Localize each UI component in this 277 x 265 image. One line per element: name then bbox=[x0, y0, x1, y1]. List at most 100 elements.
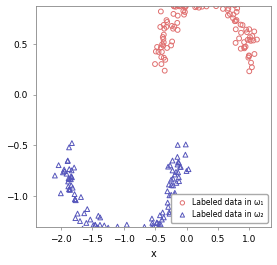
Labeled data in ω₂ bbox=[125, 223, 129, 227]
Labeled data in ω₂ bbox=[73, 197, 77, 202]
Labeled data in ω₂ bbox=[177, 179, 181, 183]
Labeled data in ω₂ bbox=[160, 218, 164, 222]
Labeled data in ω₂ bbox=[169, 193, 173, 197]
Labeled data in ω₁ bbox=[153, 62, 157, 66]
Labeled data in ω₂ bbox=[172, 193, 177, 197]
Labeled data in ω₂ bbox=[143, 243, 147, 247]
Labeled data in ω₂ bbox=[62, 169, 66, 173]
Labeled data in ω₂ bbox=[88, 217, 93, 222]
Labeled data in ω₂ bbox=[142, 225, 147, 229]
Labeled data in ω₁ bbox=[234, 27, 238, 31]
Labeled data in ω₁ bbox=[231, 0, 235, 2]
Labeled data in ω₁ bbox=[243, 45, 248, 49]
Labeled data in ω₁ bbox=[175, 21, 179, 25]
Labeled data in ω₂ bbox=[169, 178, 173, 182]
Labeled data in ω₂ bbox=[91, 248, 95, 252]
Labeled data in ω₁ bbox=[248, 39, 253, 43]
Labeled data in ω₁ bbox=[235, 6, 239, 11]
Labeled data in ω₂ bbox=[129, 244, 133, 248]
Labeled data in ω₁ bbox=[194, 4, 199, 8]
Labeled data in ω₂ bbox=[82, 211, 86, 215]
Labeled data in ω₁ bbox=[191, 0, 195, 2]
Labeled data in ω₁ bbox=[183, 1, 187, 5]
Labeled data in ω₂ bbox=[156, 227, 160, 231]
Labeled data in ω₂ bbox=[119, 248, 124, 252]
Labeled data in ω₂ bbox=[137, 234, 141, 238]
Labeled data in ω₁ bbox=[249, 61, 253, 65]
Labeled data in ω₂ bbox=[66, 179, 70, 184]
Labeled data in ω₂ bbox=[176, 143, 180, 147]
Labeled data in ω₁ bbox=[221, 7, 225, 11]
Labeled data in ω₁ bbox=[176, 3, 180, 8]
Labeled data in ω₁ bbox=[179, 1, 184, 5]
Labeled data in ω₂ bbox=[73, 197, 77, 201]
Labeled data in ω₂ bbox=[132, 235, 136, 239]
Labeled data in ω₂ bbox=[70, 186, 75, 190]
Labeled data in ω₁ bbox=[183, 6, 187, 10]
Labeled data in ω₂ bbox=[165, 189, 170, 193]
X-axis label: x: x bbox=[151, 249, 157, 259]
Labeled data in ω₂ bbox=[150, 217, 154, 221]
Labeled data in ω₂ bbox=[119, 241, 123, 245]
Labeled data in ω₂ bbox=[169, 183, 174, 187]
Labeled data in ω₂ bbox=[67, 187, 72, 191]
Labeled data in ω₂ bbox=[59, 191, 63, 195]
Labeled data in ω₁ bbox=[247, 69, 252, 73]
Labeled data in ω₂ bbox=[94, 229, 98, 234]
Labeled data in ω₁ bbox=[246, 55, 251, 60]
Labeled data in ω₂ bbox=[176, 170, 180, 174]
Labeled data in ω₂ bbox=[94, 236, 99, 240]
Labeled data in ω₁ bbox=[252, 52, 257, 56]
Labeled data in ω₂ bbox=[96, 214, 101, 218]
Labeled data in ω₂ bbox=[147, 228, 151, 232]
Labeled data in ω₁ bbox=[163, 69, 167, 73]
Labeled data in ω₁ bbox=[175, 28, 180, 32]
Labeled data in ω₂ bbox=[167, 182, 171, 187]
Labeled data in ω₁ bbox=[181, 1, 186, 5]
Labeled data in ω₂ bbox=[120, 247, 124, 251]
Labeled data in ω₁ bbox=[233, 3, 237, 7]
Labeled data in ω₁ bbox=[193, 5, 198, 9]
Labeled data in ω₁ bbox=[183, 10, 187, 14]
Labeled data in ω₂ bbox=[69, 168, 74, 173]
Legend: Labeled data in ω₁, Labeled data in ω₂: Labeled data in ω₁, Labeled data in ω₂ bbox=[171, 194, 268, 223]
Labeled data in ω₁ bbox=[161, 23, 166, 27]
Labeled data in ω₂ bbox=[186, 167, 191, 171]
Labeled data in ω₂ bbox=[179, 165, 183, 169]
Labeled data in ω₂ bbox=[112, 249, 117, 253]
Labeled data in ω₂ bbox=[150, 226, 155, 230]
Labeled data in ω₁ bbox=[170, 24, 174, 28]
Labeled data in ω₂ bbox=[160, 210, 165, 215]
Labeled data in ω₁ bbox=[247, 38, 252, 42]
Labeled data in ω₂ bbox=[80, 227, 85, 231]
Labeled data in ω₁ bbox=[170, 39, 174, 44]
Labeled data in ω₂ bbox=[93, 235, 97, 239]
Labeled data in ω₂ bbox=[100, 228, 105, 232]
Labeled data in ω₁ bbox=[200, 5, 204, 9]
Labeled data in ω₂ bbox=[177, 161, 181, 165]
Labeled data in ω₂ bbox=[150, 223, 155, 228]
Labeled data in ω₁ bbox=[184, 4, 188, 8]
Labeled data in ω₂ bbox=[183, 153, 188, 157]
Labeled data in ω₁ bbox=[155, 45, 159, 49]
Labeled data in ω₁ bbox=[234, 19, 238, 23]
Labeled data in ω₁ bbox=[182, 12, 186, 17]
Labeled data in ω₂ bbox=[75, 211, 80, 216]
Labeled data in ω₂ bbox=[69, 183, 73, 188]
Labeled data in ω₁ bbox=[234, 10, 239, 14]
Labeled data in ω₂ bbox=[67, 187, 71, 192]
Labeled data in ω₁ bbox=[165, 46, 169, 50]
Labeled data in ω₂ bbox=[70, 141, 74, 145]
Labeled data in ω₁ bbox=[172, 25, 176, 29]
Labeled data in ω₂ bbox=[152, 232, 156, 236]
Labeled data in ω₂ bbox=[97, 241, 101, 245]
Labeled data in ω₂ bbox=[147, 228, 152, 232]
Labeled data in ω₂ bbox=[115, 224, 120, 229]
Labeled data in ω₂ bbox=[109, 245, 113, 249]
Labeled data in ω₂ bbox=[107, 239, 111, 244]
Labeled data in ω₁ bbox=[198, 0, 202, 2]
Labeled data in ω₂ bbox=[96, 225, 100, 229]
Labeled data in ω₂ bbox=[104, 232, 108, 236]
Labeled data in ω₂ bbox=[67, 145, 71, 149]
Labeled data in ω₂ bbox=[78, 219, 82, 223]
